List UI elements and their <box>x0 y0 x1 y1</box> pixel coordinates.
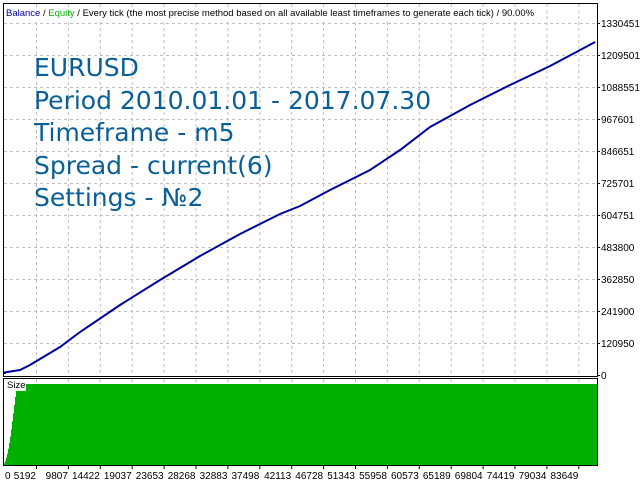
y-tick-label: 483800 <box>601 243 635 254</box>
x-tick-label: 9807 <box>46 471 69 480</box>
y-tick-label: 725701 <box>601 179 635 190</box>
x-tick-label: 55958 <box>359 471 387 480</box>
y-tick-label: 967601 <box>601 115 635 126</box>
main-chart-frame <box>3 3 598 377</box>
x-tick-label: 23653 <box>136 471 164 480</box>
y-tick-label: 846651 <box>601 147 635 158</box>
x-tick-label: 79034 <box>519 471 547 480</box>
y-tick-label: 0 <box>601 371 607 382</box>
x-tick-label: 60573 <box>391 471 419 480</box>
x-tick-label: 46728 <box>295 471 323 480</box>
chart-header: Balance / Equity / Every tick (the most … <box>6 8 535 19</box>
symbol-text: EURUSD <box>34 53 139 82</box>
y-tick-label: 1088551 <box>601 83 640 94</box>
y-tick-label: 604751 <box>601 211 635 222</box>
period-text: Period 2010.01.01 - 2017.07.30 <box>34 85 432 115</box>
x-tick-label: 32883 <box>200 471 228 480</box>
balance-line <box>3 41 596 375</box>
x-tick-label: 42113 <box>264 471 292 480</box>
test-description: / Every tick (the most precise method ba… <box>74 8 535 19</box>
y-tick-label: 1330451 <box>601 19 640 30</box>
x-tick-label: 5192 <box>14 471 37 480</box>
x-tick-label: 28268 <box>168 471 196 480</box>
overlay-text: EURUSD Period 2010.01.01 - 2017.07.30 Ti… <box>34 52 431 215</box>
x-tick-label: 0 <box>5 471 11 480</box>
timeframe-text: Timeframe - m5 <box>34 118 235 147</box>
x-tick-label: 14422 <box>72 471 100 480</box>
size-panel-label: Size <box>6 380 27 391</box>
x-axis-labels: 0 5192 9807 14422 19037 23653 28268 32883 37498 4… <box>5 466 580 480</box>
x-tick-label: 37498 <box>231 471 259 480</box>
settings-text: Settings - №2 <box>34 183 204 212</box>
y-tick-label: 1209501 <box>601 51 640 62</box>
equity-legend: Equity <box>48 8 75 19</box>
x-tick-label: 83649 <box>550 471 578 480</box>
size-panel-frame <box>3 378 598 466</box>
balance-legend: Balance <box>6 8 41 19</box>
x-tick-label: 69804 <box>455 471 483 480</box>
y-tick-label: 241900 <box>601 307 635 318</box>
spread-text: Spread - current(6) <box>34 150 273 180</box>
y-tick-label: 362850 <box>601 275 635 286</box>
size-area <box>4 384 597 465</box>
x-tick-label: 51343 <box>327 471 355 480</box>
y-axis-labels: 0 120950 241900 362850 483800 604751 725701 846… <box>597 19 640 382</box>
x-tick-label: 74419 <box>487 471 515 480</box>
legend-separator: / <box>40 8 49 19</box>
x-tick-label: 65189 <box>423 471 451 480</box>
x-tick-label: 19037 <box>104 471 132 480</box>
y-tick-label: 120950 <box>601 339 635 350</box>
